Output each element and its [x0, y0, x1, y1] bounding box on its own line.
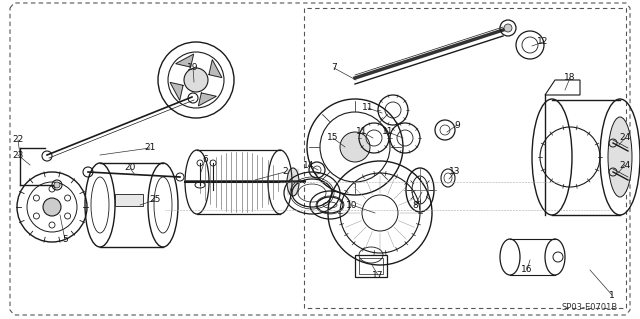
- Text: 6: 6: [202, 155, 208, 165]
- Polygon shape: [209, 60, 222, 78]
- Text: 24: 24: [620, 133, 630, 143]
- Ellipse shape: [608, 117, 632, 197]
- Text: 24: 24: [620, 160, 630, 169]
- Text: 15: 15: [327, 133, 339, 143]
- Text: 20: 20: [124, 164, 136, 173]
- Polygon shape: [170, 82, 183, 100]
- Text: 23: 23: [12, 151, 24, 160]
- Ellipse shape: [43, 198, 61, 216]
- Ellipse shape: [54, 182, 60, 188]
- Text: 11: 11: [382, 128, 394, 137]
- Text: 9: 9: [454, 121, 460, 130]
- Text: 13: 13: [449, 167, 461, 176]
- Text: 7: 7: [331, 63, 337, 72]
- Text: 14: 14: [303, 160, 315, 169]
- Ellipse shape: [340, 132, 370, 162]
- Text: 21: 21: [144, 144, 156, 152]
- Polygon shape: [198, 93, 216, 106]
- Bar: [115, 194, 143, 206]
- Bar: [359, 258, 383, 274]
- Text: 18: 18: [564, 73, 576, 83]
- Text: 1: 1: [609, 291, 615, 300]
- Text: 11: 11: [362, 103, 374, 113]
- Bar: [355, 255, 387, 277]
- Ellipse shape: [504, 24, 512, 32]
- Text: 5: 5: [62, 235, 68, 244]
- Text: 10: 10: [346, 201, 358, 210]
- Text: SP03-E0701B: SP03-E0701B: [562, 303, 618, 313]
- Text: 12: 12: [538, 38, 548, 47]
- Polygon shape: [176, 54, 193, 67]
- Text: 2: 2: [282, 167, 288, 176]
- Text: 17: 17: [372, 271, 384, 279]
- Ellipse shape: [184, 68, 208, 92]
- Text: 8: 8: [412, 201, 418, 210]
- Text: 11: 11: [356, 128, 368, 137]
- Text: 25: 25: [149, 196, 161, 204]
- Text: 16: 16: [521, 265, 532, 275]
- Text: 22: 22: [12, 136, 24, 145]
- Text: 19: 19: [188, 63, 199, 72]
